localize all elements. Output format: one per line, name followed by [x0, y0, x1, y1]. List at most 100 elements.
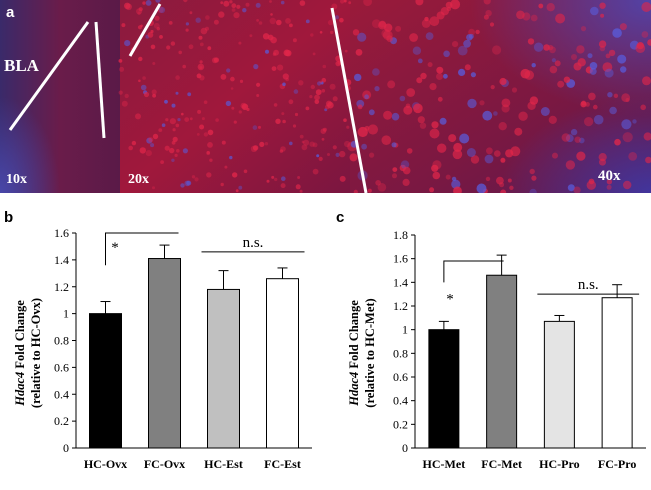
cell-dot — [531, 15, 538, 22]
cell-dot — [383, 30, 393, 40]
y-axis-label-text: Fold Change — [13, 300, 27, 372]
cell-dot — [269, 0, 272, 3]
cell-dot — [580, 101, 586, 107]
cell-dot — [231, 107, 234, 110]
cell-dot — [171, 159, 174, 162]
cell-dot — [335, 61, 340, 66]
cell-dot — [284, 50, 291, 57]
cell-dot — [152, 62, 155, 65]
cell-dot — [534, 43, 543, 52]
cell-dot — [626, 98, 630, 102]
cell-dot — [492, 45, 501, 54]
cell-dot — [479, 100, 484, 105]
cell-dot — [182, 65, 186, 69]
cell-dot — [465, 64, 471, 70]
cell-dot — [119, 67, 124, 72]
cell-dot — [642, 31, 649, 38]
cell-dot — [623, 132, 633, 142]
cell-dot — [557, 81, 564, 88]
cell-dot — [502, 104, 510, 112]
cell-dot — [552, 153, 558, 159]
cell-dot — [514, 128, 522, 136]
y-axis-label: Hdac4 Fold Change — [347, 300, 361, 407]
cell-dot — [178, 51, 182, 55]
cell-dot — [154, 23, 160, 29]
cell-dot — [196, 18, 201, 23]
cell-dot — [250, 34, 253, 37]
cell-dot — [607, 185, 612, 190]
cell-dot — [135, 113, 141, 119]
cell-dot — [354, 74, 361, 81]
cell-dot — [594, 115, 604, 125]
cell-dot — [358, 105, 363, 110]
cell-dot — [183, 148, 188, 153]
cell-dot — [173, 137, 178, 142]
ns-label: n.s. — [243, 235, 264, 251]
cell-dot — [253, 64, 258, 69]
cell-dot — [233, 12, 239, 18]
cell-dot — [429, 187, 434, 192]
cell-dot — [617, 55, 626, 64]
cell-dot — [531, 176, 536, 181]
cell-dot — [238, 186, 242, 190]
cell-dot — [189, 44, 194, 49]
chart-panel-b: b Hdac4 Fold Change (relative to HC-Ovx)… — [0, 205, 320, 485]
cell-dot — [186, 29, 189, 32]
cell-dot — [276, 20, 282, 26]
cell-dot — [400, 96, 406, 102]
cell-dot — [538, 4, 543, 9]
cell-dot — [297, 176, 300, 179]
cell-dot — [518, 112, 527, 121]
cell-dot — [267, 180, 270, 183]
cell-dot — [208, 130, 214, 136]
cell-dot — [632, 119, 636, 123]
cell-dot — [606, 54, 611, 59]
cell-dot — [140, 147, 146, 153]
cell-dot — [614, 94, 618, 98]
cell-dot — [590, 68, 597, 75]
cell-dot — [176, 149, 180, 153]
cell-dot — [142, 76, 146, 80]
y-tick-label: 1 — [63, 307, 69, 321]
cell-dot — [374, 86, 379, 91]
cell-dot — [271, 176, 274, 179]
cell-dot — [317, 81, 321, 85]
cell-dot — [328, 20, 333, 25]
cell-dot — [575, 137, 581, 143]
y-tick-label: 0 — [402, 441, 408, 455]
x-category-label: FC-Est — [264, 457, 301, 471]
y-axis-label: Hdac4 Fold Change — [13, 300, 27, 407]
cell-dot — [159, 35, 163, 39]
cell-dot — [343, 118, 347, 122]
cell-dot — [263, 33, 269, 39]
cell-dot — [244, 170, 248, 174]
y-tick-label: 0.8 — [54, 334, 69, 348]
cell-dot — [270, 13, 273, 16]
cell-dot — [330, 84, 336, 90]
cell-dot — [392, 113, 400, 121]
cell-dot — [175, 154, 178, 157]
cell-dot — [132, 141, 136, 145]
y-axis-sublabel: (relative to HC-Ovx) — [29, 298, 43, 408]
cell-dot — [375, 180, 381, 186]
cell-dot — [432, 160, 441, 169]
cell-dot — [428, 62, 433, 67]
y-axis-label-text: Fold Change — [347, 300, 361, 372]
cell-dot — [281, 183, 286, 188]
cell-dot — [226, 101, 231, 106]
cell-dot — [426, 32, 434, 40]
cell-dot — [548, 45, 553, 50]
cell-dot — [148, 137, 153, 142]
cell-dot — [364, 94, 369, 99]
x-category-label: HC-Pro — [539, 457, 579, 471]
cell-dot — [437, 144, 446, 153]
cell-dot — [446, 2, 453, 9]
cell-dot — [475, 30, 479, 34]
cell-dot — [221, 183, 224, 186]
x-category-label: HC-Est — [204, 457, 243, 471]
cell-dot — [566, 160, 575, 169]
cell-dot — [628, 152, 637, 161]
cell-dot — [635, 43, 645, 53]
cell-dot — [224, 166, 227, 169]
cell-dot — [486, 147, 493, 154]
